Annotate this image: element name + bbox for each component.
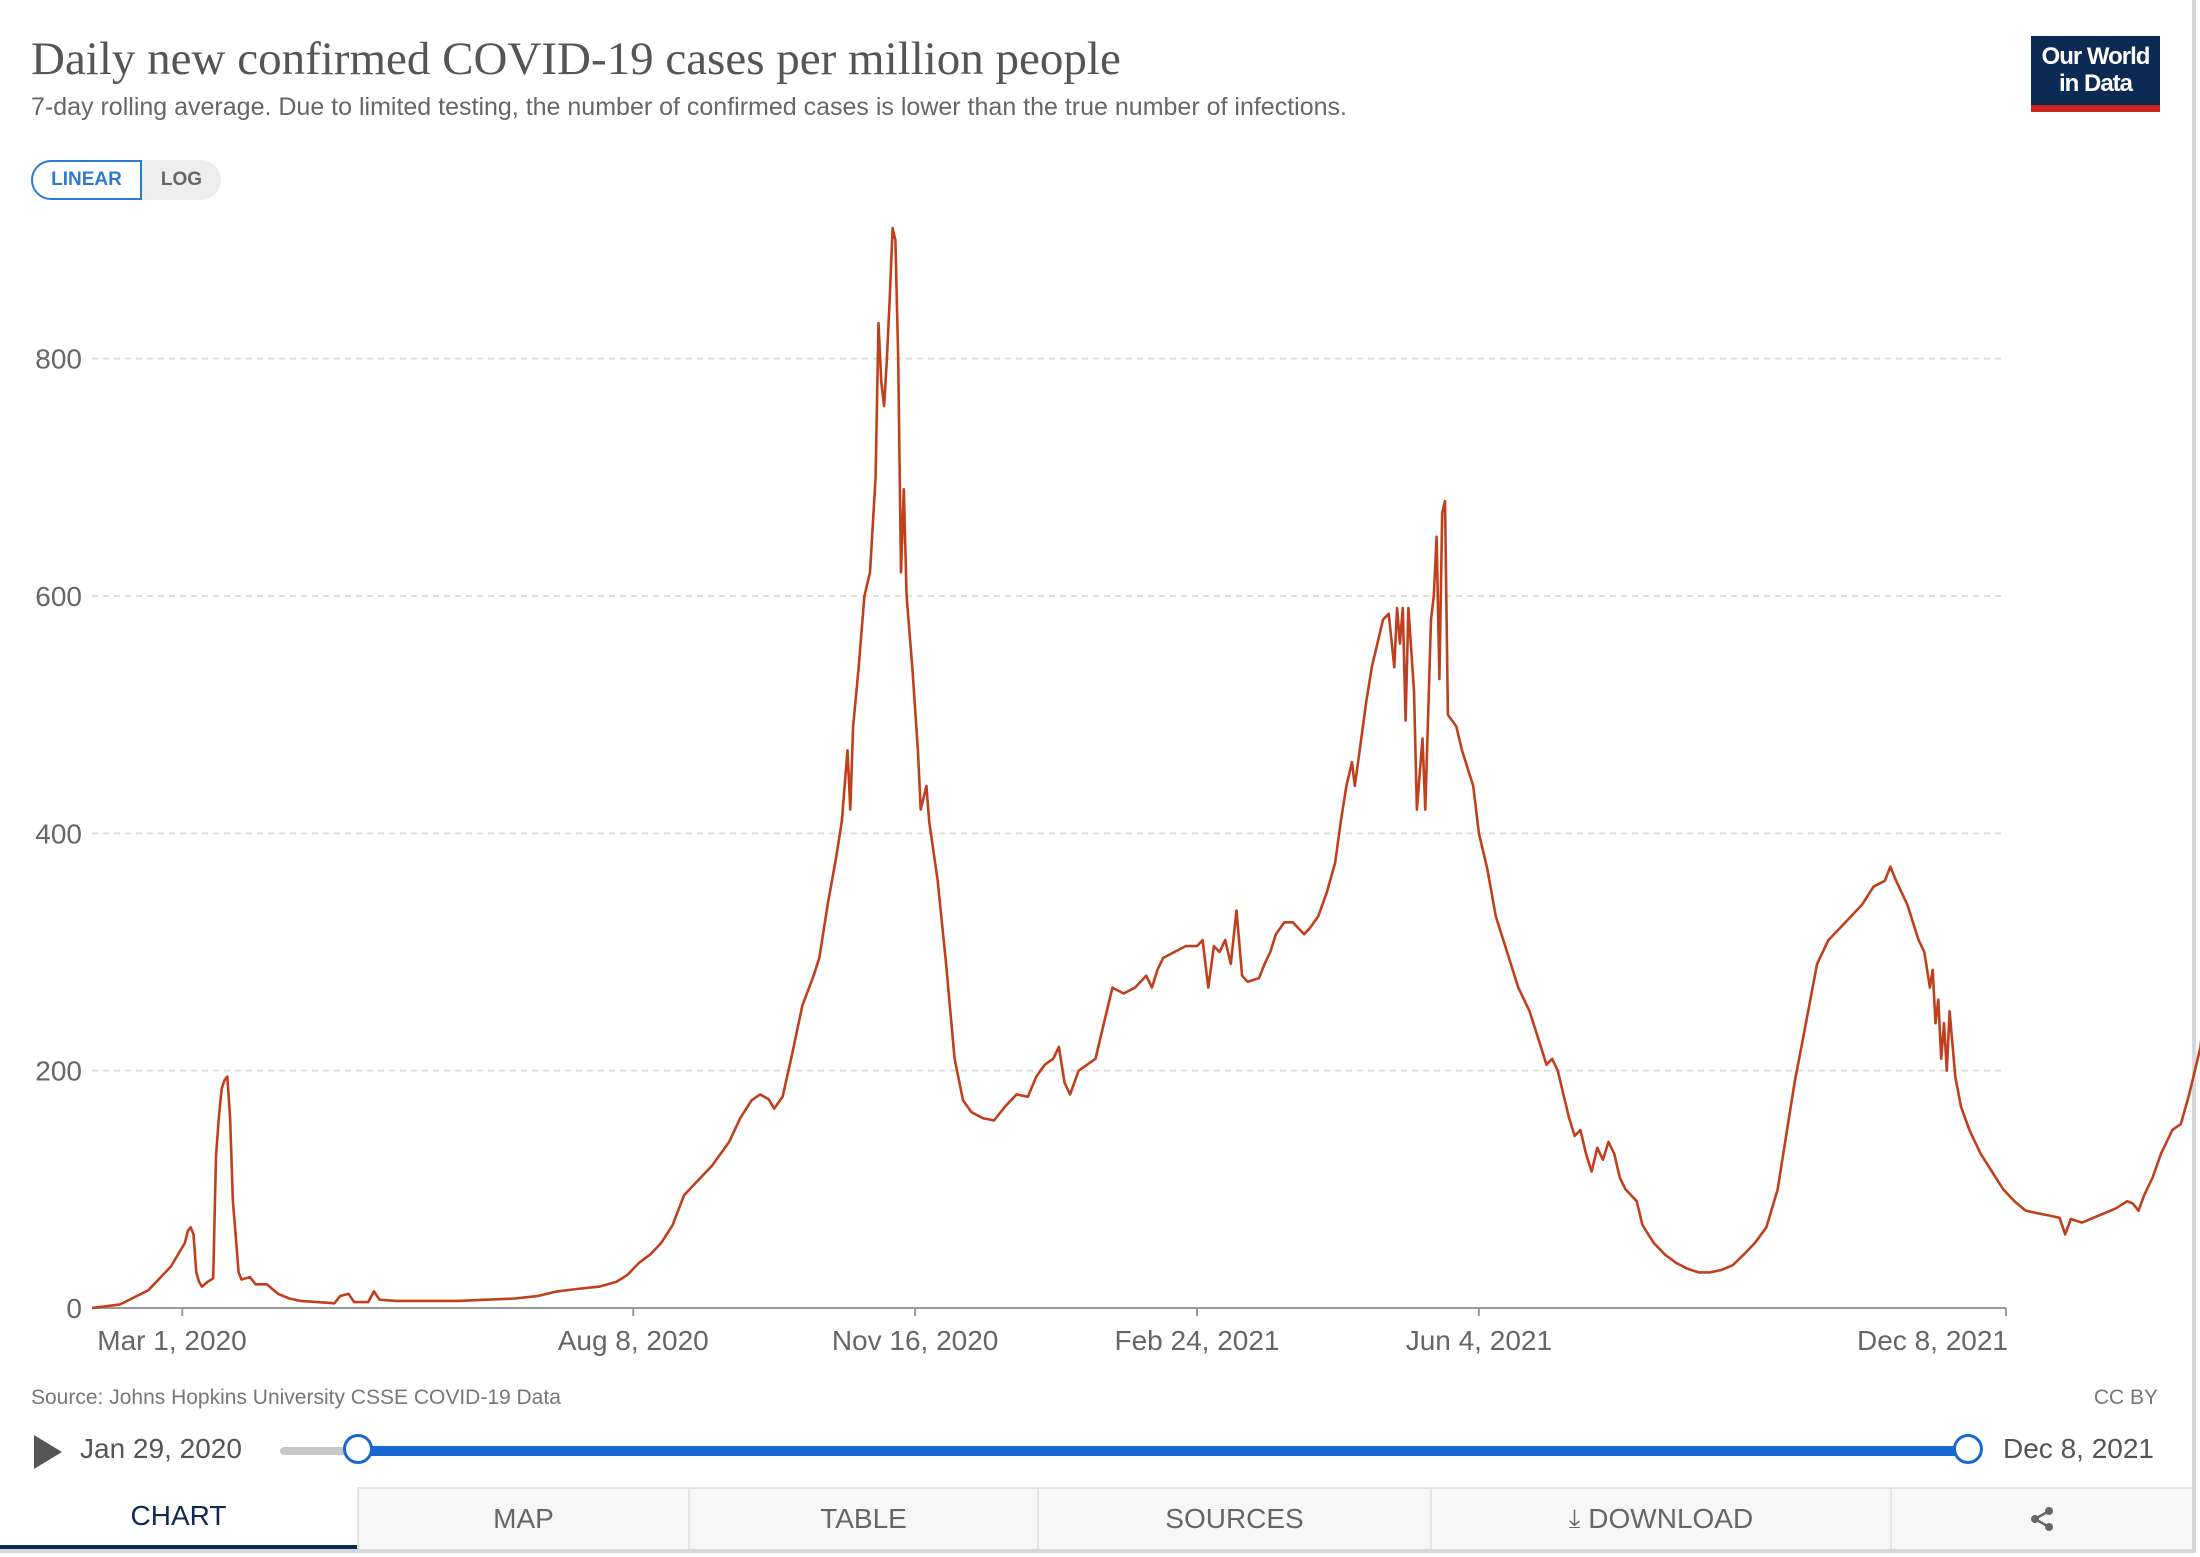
y-tick-label-0: 0 [66, 1293, 82, 1324]
tab-download[interactable]: ⤓ DOWNLOAD [1430, 1487, 1890, 1549]
y-tick-label-400: 400 [35, 818, 82, 849]
tab-map[interactable]: MAP [357, 1487, 688, 1549]
timeline-end-handle[interactable] [1953, 1434, 1983, 1464]
timeline-start-handle[interactable] [343, 1434, 373, 1464]
x-tick-label-5: Dec 8, 2021 [1857, 1325, 2008, 1356]
tab-table[interactable]: TABLE [688, 1487, 1037, 1549]
play-icon[interactable] [34, 1435, 62, 1469]
download-label: DOWNLOAD [1588, 1503, 1754, 1534]
license-link[interactable]: CC BY [2093, 1386, 2158, 1409]
x-tick-label-3: Feb 24, 2021 [1114, 1325, 1279, 1356]
tab-sources[interactable]: SOURCES [1037, 1487, 1430, 1549]
linear-scale-button[interactable]: LINEAR [31, 160, 142, 200]
y-tick-label-600: 600 [35, 581, 82, 612]
y-tick-label-200: 200 [35, 1056, 82, 1087]
x-tick-label-1: Aug 8, 2020 [558, 1325, 709, 1356]
x-tick-label-2: Nov 16, 2020 [832, 1325, 999, 1356]
source-text[interactable]: Source: Johns Hopkins University CSSE CO… [31, 1386, 561, 1409]
y-tick-label-800: 800 [35, 344, 82, 375]
logo-line-2: in Data [2058, 70, 2133, 97]
series-line-france [91, 226, 2200, 1310]
chart-subtitle: 7-day rolling average. Due to limited te… [31, 93, 1347, 121]
x-tick-label-0: Mar 1, 2020 [97, 1325, 246, 1356]
logo-line-1: Our World [2041, 43, 2151, 70]
log-scale-button[interactable]: LOG [142, 160, 221, 200]
share-button[interactable] [1890, 1487, 2192, 1549]
download-icon: ⤓ [1568, 1503, 1581, 1533]
share-icon [2031, 1507, 2053, 1531]
owid-logo[interactable]: Our World in Data [2031, 36, 2160, 112]
timeline-end-label: Dec 8, 2021 [2003, 1433, 2154, 1464]
timeline: Jan 29, 2020 Dec 8, 2021 [0, 1425, 2200, 1475]
chart-title: Daily new confirmed COVID-19 cases per m… [31, 33, 1121, 85]
x-tick-label-4: Jun 4, 2021 [1406, 1325, 1552, 1356]
tab-bar: CHART MAP TABLE SOURCES ⤓ DOWNLOAD [0, 1487, 2192, 1549]
timeline-start-label: Jan 29, 2020 [80, 1433, 242, 1464]
scale-toggle: LINEAR LOG [31, 160, 221, 200]
line-chart: 0 200 400 600 800 Mar 1, 2020 Aug 8, 2020 Nov 1… [35, 226, 2200, 1356]
timeline-range [358, 1446, 1968, 1456]
tab-chart[interactable]: CHART [0, 1487, 357, 1549]
